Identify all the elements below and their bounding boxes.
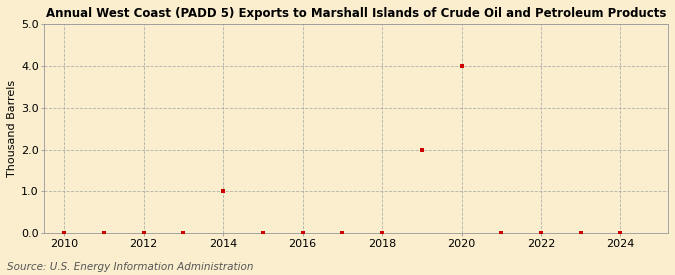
Point xyxy=(377,231,387,235)
Text: Source: U.S. Energy Information Administration: Source: U.S. Energy Information Administ… xyxy=(7,262,253,272)
Point xyxy=(59,231,70,235)
Point xyxy=(138,231,149,235)
Point xyxy=(575,231,586,235)
Title: Annual West Coast (PADD 5) Exports to Marshall Islands of Crude Oil and Petroleu: Annual West Coast (PADD 5) Exports to Ma… xyxy=(46,7,666,20)
Y-axis label: Thousand Barrels: Thousand Barrels xyxy=(7,80,17,177)
Point xyxy=(535,231,546,235)
Point xyxy=(218,189,229,194)
Point xyxy=(337,231,348,235)
Point xyxy=(456,64,467,68)
Point xyxy=(496,231,507,235)
Point xyxy=(99,231,109,235)
Point xyxy=(416,147,427,152)
Point xyxy=(178,231,189,235)
Point xyxy=(615,231,626,235)
Point xyxy=(257,231,268,235)
Point xyxy=(297,231,308,235)
